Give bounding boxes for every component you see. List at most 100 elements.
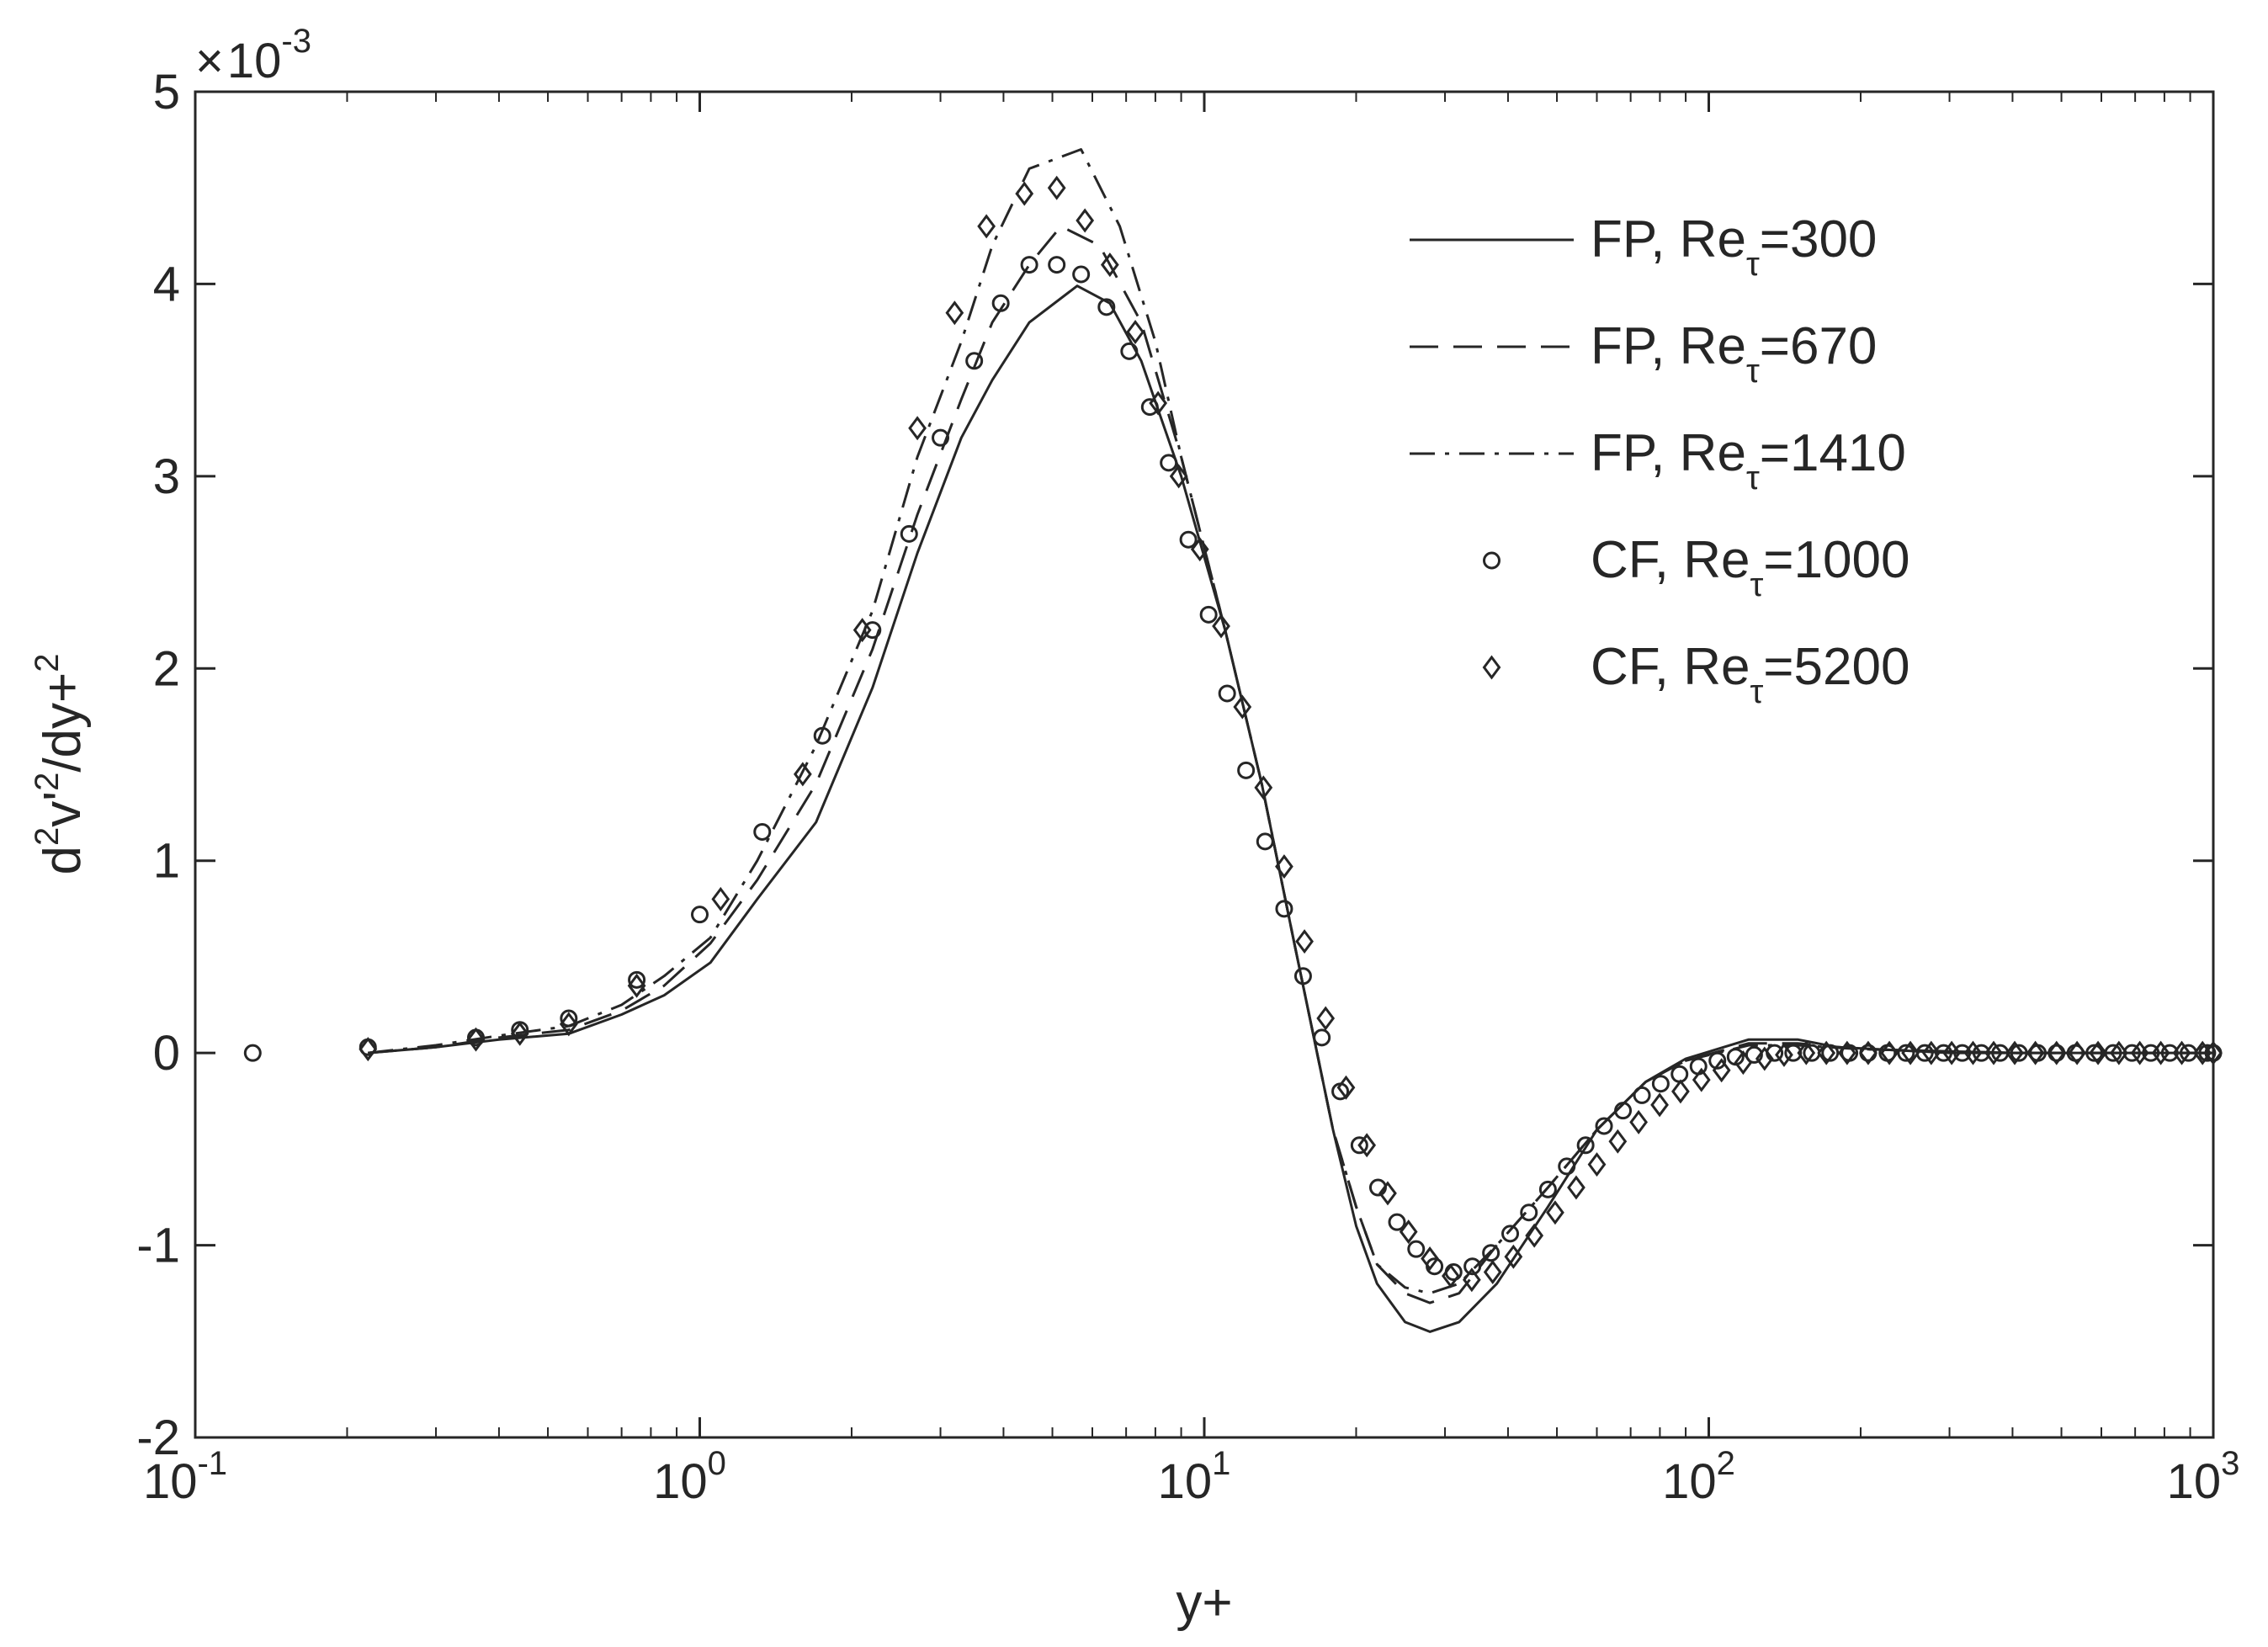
x-tick-exp: 3 — [2221, 1445, 2239, 1482]
data-point — [1880, 1040, 1899, 1065]
data-point — [1671, 1079, 1690, 1104]
data-point — [1546, 1200, 1564, 1225]
data-point — [1160, 454, 1178, 472]
data-point — [1421, 1246, 1439, 1272]
data-point — [1442, 1263, 1460, 1288]
data-point — [1120, 342, 1139, 360]
data-point — [813, 726, 831, 745]
data-point — [627, 973, 646, 998]
data-point — [1293, 967, 1312, 986]
data-point — [1525, 1223, 1544, 1248]
data-point — [1316, 1006, 1336, 1031]
data-point — [628, 970, 646, 989]
legend-label-sub: τ — [1746, 460, 1760, 497]
data-point — [1126, 320, 1145, 345]
data-point — [243, 1044, 262, 1062]
data-point — [1712, 1058, 1731, 1083]
data-point — [1399, 1219, 1418, 1245]
data-point — [1595, 1117, 1613, 1135]
legend-label-prefix: FP, Re — [1591, 424, 1746, 482]
data-point — [1984, 1040, 2003, 1065]
data-point — [1275, 900, 1293, 918]
data-point — [1859, 1040, 1878, 1065]
data-point — [1755, 1046, 1774, 1071]
data-point — [1538, 1180, 1557, 1198]
data-point — [1218, 684, 1236, 703]
data-point — [1076, 208, 1095, 233]
data-point — [1972, 1044, 1990, 1062]
y-multiplier-exp: -3 — [281, 23, 311, 60]
legend-label: FP, Reτ=1410 — [1591, 424, 1906, 497]
data-point — [1837, 1040, 1856, 1065]
y-label-dy: /dy+ — [34, 672, 92, 773]
data-point — [900, 524, 918, 543]
legend-label-sub: τ — [1746, 246, 1760, 283]
legend-label-prefix: FP, Re — [1591, 210, 1746, 268]
x-tick-base: 10 — [1662, 1454, 1717, 1509]
data-point — [1357, 1133, 1377, 1158]
x-tick-base: 10 — [1158, 1454, 1213, 1509]
data-point — [1520, 1203, 1538, 1222]
data-point — [1020, 256, 1038, 274]
y-tick-label: -1 — [136, 1219, 180, 1273]
data-point — [559, 1012, 578, 1037]
x-tick-exp: 1 — [1212, 1445, 1230, 1482]
data-point — [965, 352, 984, 370]
data-point — [711, 886, 730, 911]
y-multiplier-sign: × — [195, 34, 224, 88]
data-point — [1734, 1050, 1753, 1076]
data-point — [1179, 530, 1198, 549]
y-multiplier-base: 10 — [227, 34, 282, 88]
y-multiplier-label: ×10-3 — [195, 23, 311, 88]
data-point — [1629, 1109, 1649, 1134]
legend-label-sub: τ — [1746, 353, 1760, 390]
data-point — [1708, 1051, 1727, 1070]
legend-label-prefix: CF, Re — [1591, 638, 1750, 696]
data-point — [1614, 1102, 1633, 1120]
plot-area — [195, 92, 2213, 1437]
legend-label: CF, Reτ=5200 — [1591, 638, 1909, 710]
data-point — [1504, 1244, 1523, 1269]
data-point — [908, 416, 927, 441]
x-tick-label: 10-1 — [143, 1445, 227, 1509]
data-point — [1237, 761, 1256, 779]
data-point — [2085, 1044, 2104, 1062]
legend-entry: FP, Reτ=1410 — [1410, 424, 1906, 497]
data-point — [2068, 1040, 2086, 1065]
data-point — [932, 428, 950, 447]
data-point — [1295, 929, 1314, 954]
data-point — [1963, 1040, 1983, 1065]
data-point — [1821, 1044, 1840, 1062]
legend-entry: FP, Reτ=300 — [1410, 210, 1877, 283]
y-label-v: v' — [34, 791, 92, 827]
legend-label-suffix: =300 — [1760, 210, 1878, 268]
data-point — [1407, 1240, 1426, 1258]
legend-entry: FP, Reτ=670 — [1410, 317, 1877, 390]
legend-label-suffix: =5200 — [1763, 638, 1909, 696]
x-tick-exp: 2 — [1717, 1445, 1735, 1482]
data-point — [2047, 1040, 2066, 1065]
data-point — [1483, 1260, 1502, 1285]
data-point — [2005, 1040, 2024, 1065]
series-line — [368, 148, 2213, 1295]
data-point — [1047, 175, 1066, 200]
data-point — [1567, 1175, 1585, 1200]
data-point — [1797, 1040, 1816, 1065]
data-point — [2109, 1040, 2128, 1065]
y-label-sup1: 2 — [29, 827, 66, 846]
data-point — [1313, 1028, 1331, 1047]
data-point — [1072, 265, 1091, 284]
legend-label: CF, Reτ=1000 — [1591, 531, 1909, 603]
legend-entry: CF, Reτ=5200 — [1482, 638, 1909, 710]
data-point — [2122, 1044, 2141, 1062]
y-tick-label: 4 — [153, 257, 180, 311]
data-point — [1256, 832, 1274, 851]
y-label-d: d — [34, 846, 92, 874]
data-point — [1921, 1040, 1941, 1065]
legend-label-sub: τ — [1750, 566, 1763, 603]
data-point — [2142, 1044, 2160, 1062]
data-point — [991, 294, 1010, 312]
data-point — [1275, 854, 1293, 879]
y-label-sup3: 2 — [29, 654, 66, 672]
